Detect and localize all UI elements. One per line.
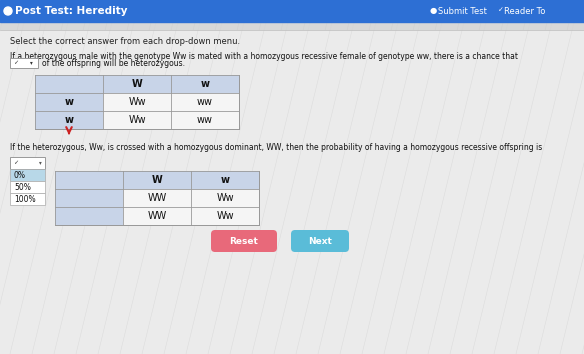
Text: 0%: 0% <box>14 171 26 179</box>
Bar <box>10 181 45 193</box>
Bar <box>10 193 45 205</box>
Text: w: w <box>64 97 74 107</box>
Bar <box>35 75 239 129</box>
FancyBboxPatch shape <box>291 230 349 252</box>
Bar <box>35 75 239 93</box>
Text: W: W <box>152 175 162 185</box>
Text: ✓: ✓ <box>13 160 18 166</box>
Text: 50%: 50% <box>14 183 31 192</box>
Text: Ww: Ww <box>128 115 146 125</box>
Bar <box>55 189 123 225</box>
Text: Post Test: Heredity: Post Test: Heredity <box>15 6 127 16</box>
Bar <box>55 171 259 225</box>
Text: Ww: Ww <box>216 211 234 221</box>
Text: ww: ww <box>197 115 213 125</box>
Text: Submit Test: Submit Test <box>438 6 487 16</box>
Text: Select the correct answer from each drop-down menu.: Select the correct answer from each drop… <box>10 37 240 46</box>
Circle shape <box>4 7 12 15</box>
Bar <box>10 157 45 169</box>
Text: Ww: Ww <box>216 193 234 203</box>
Text: ▾: ▾ <box>39 160 42 166</box>
Text: If the heterozygous, Ww, is crossed with a homozygous dominant, WW, then the pro: If the heterozygous, Ww, is crossed with… <box>10 143 543 152</box>
FancyBboxPatch shape <box>211 230 277 252</box>
Text: ✓: ✓ <box>498 7 504 13</box>
Text: WW: WW <box>147 211 166 221</box>
Bar <box>35 93 103 129</box>
Bar <box>10 58 38 68</box>
Text: 100%: 100% <box>14 194 36 204</box>
Text: Reader To: Reader To <box>504 6 545 16</box>
Text: w: w <box>64 115 74 125</box>
Bar <box>0 0 584 22</box>
Bar <box>55 171 259 189</box>
Text: ✓: ✓ <box>13 61 18 65</box>
Text: Ww: Ww <box>128 97 146 107</box>
Text: W: W <box>131 79 142 89</box>
Text: WW: WW <box>147 193 166 203</box>
Text: Reset: Reset <box>230 236 259 246</box>
Text: Next: Next <box>308 236 332 246</box>
Text: of the offspring will be heterozygous.: of the offspring will be heterozygous. <box>42 58 185 68</box>
Text: ▾: ▾ <box>30 61 33 65</box>
Text: w: w <box>221 175 230 185</box>
Bar <box>10 169 45 181</box>
Text: ww: ww <box>197 97 213 107</box>
Text: If a heterozygous male with the genotype Ww is mated with a homozygous recessive: If a heterozygous male with the genotype… <box>10 52 518 61</box>
Text: ●: ● <box>430 6 437 15</box>
Text: w: w <box>200 79 210 89</box>
